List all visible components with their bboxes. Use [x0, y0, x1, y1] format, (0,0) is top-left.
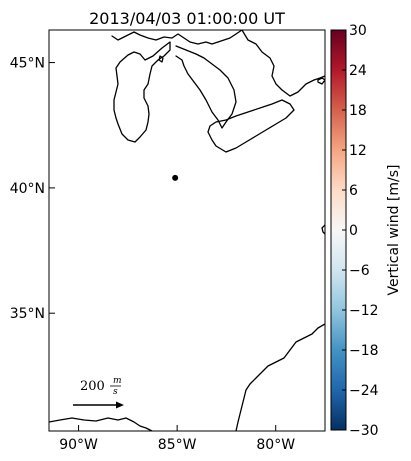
- atlantic-coast: [235, 323, 325, 431]
- colorbar-tick-label: 0: [349, 223, 358, 239]
- map-area: 90°W 85°W 80°W 45°N 40°N 35°N 200 m s: [10, 29, 326, 453]
- colorbar-tick-label: −6: [349, 263, 370, 279]
- coastlines: [49, 30, 325, 431]
- lon-tick-label: 85°W: [158, 437, 197, 453]
- plot-title: 2013/04/03 01:00:00 UT: [89, 9, 285, 28]
- lake-erie-shore: [207, 99, 295, 153]
- scale-vector-unit-top: m: [113, 376, 122, 386]
- colorbar-tick-label: −30: [349, 423, 379, 439]
- colorbar-tick-label: 30: [349, 23, 367, 39]
- map-frame: [48, 29, 326, 432]
- lon-tick-label: 90°W: [59, 437, 98, 453]
- scale-vector-arrow-head: [116, 401, 124, 409]
- lon-tick-label: 80°W: [256, 437, 295, 453]
- lat-tick-label: 35°N: [10, 306, 45, 322]
- scale-vector: 200 m s: [73, 376, 124, 409]
- lat-tick-label: 45°N: [10, 56, 45, 72]
- map-background: [49, 30, 325, 431]
- colorbar-gradient: [331, 30, 346, 430]
- lat-tick-label: 40°N: [10, 181, 45, 197]
- chesapeake-shore: [321, 224, 325, 235]
- lake-superior-shore: [111, 30, 243, 45]
- colorbar-tick-label: 18: [349, 103, 367, 119]
- colorbar-ticks: 30 24 18 12 6 0 −6 −12 −18 −24 −30: [342, 23, 379, 439]
- colorbar-tick-label: 6: [349, 183, 358, 199]
- lake-michigan-island: [158, 55, 164, 63]
- gulf-coast: [49, 417, 153, 431]
- lake-huron-shore: [175, 45, 237, 129]
- scale-vector-unit-bottom: s: [113, 387, 118, 397]
- colorbar-tick-label: 24: [349, 63, 367, 79]
- colorbar-tick-label: −12: [349, 303, 379, 319]
- map-ticks: 90°W 85°W 80°W 45°N 40°N 35°N: [10, 56, 295, 453]
- colorbar-tick-label: 12: [349, 143, 367, 159]
- lake-ontario-shore: [317, 77, 325, 85]
- station-marker: [172, 174, 179, 181]
- colorbar: 30 24 18 12 6 0 −6 −12 −18 −24 −30 Vertical wind […: [330, 23, 402, 439]
- colorbar-label: Vertical wind [m/s]: [386, 165, 402, 296]
- colorbar-tick-label: −24: [349, 383, 379, 399]
- lake-michigan-shore: [113, 41, 171, 143]
- georgian-bay-shore: [241, 30, 325, 97]
- colorbar-tick-label: −18: [349, 343, 379, 359]
- scale-vector-value: 200: [80, 379, 105, 394]
